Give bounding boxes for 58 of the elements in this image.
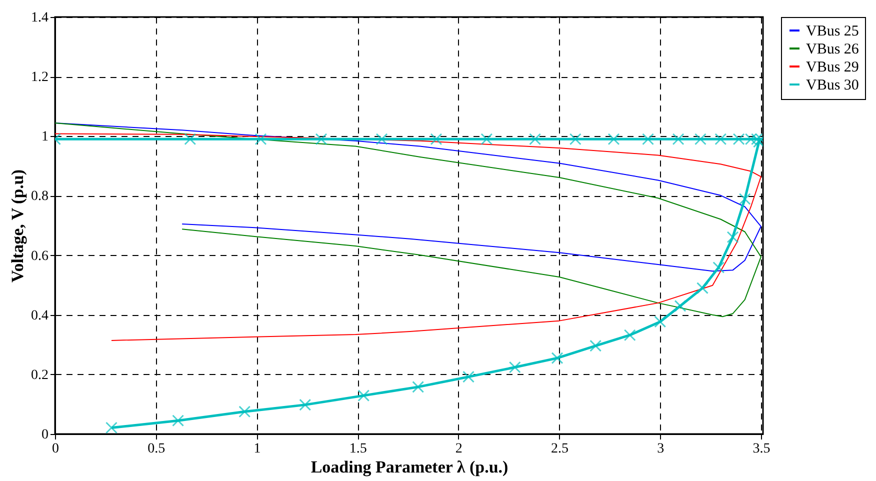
- point: [551, 352, 564, 364]
- point: [315, 133, 328, 146]
- point: [714, 133, 727, 146]
- point: [726, 231, 739, 244]
- x-tick-label: 2: [455, 442, 462, 456]
- y-tick-label: 0: [42, 428, 48, 442]
- x-tick-label: 1.5: [349, 442, 367, 456]
- y-tick-label: 1: [42, 130, 48, 145]
- point: [732, 133, 745, 146]
- point: [430, 133, 442, 146]
- point: [654, 316, 666, 328]
- legend-label: VBus 30: [806, 78, 859, 94]
- point: [696, 282, 708, 294]
- x-axis-title: Loading Parameter λ (p.u.): [310, 458, 508, 476]
- y-tick-label: 0.8: [31, 189, 48, 204]
- line-series: [55, 122, 762, 272]
- x-tick-label: 3.5: [752, 442, 770, 456]
- point: [172, 414, 184, 427]
- point: [412, 380, 424, 393]
- legend-label: VBus 26: [806, 42, 860, 58]
- point: [105, 422, 118, 434]
- y-tick-label: 1.2: [31, 70, 48, 86]
- legend-label: VBus 25: [806, 24, 859, 40]
- point: [624, 329, 636, 342]
- line-series: [55, 133, 762, 341]
- y-tick-label: 0.2: [31, 368, 48, 383]
- point: [299, 398, 312, 411]
- legend-label: VBus 29: [806, 60, 859, 76]
- point: [744, 133, 757, 146]
- point: [694, 133, 706, 146]
- x-tick-label: 3: [657, 442, 664, 456]
- line-series: [55, 122, 762, 318]
- point: [376, 133, 388, 146]
- x-tick-label: 0: [52, 442, 59, 456]
- point: [750, 133, 763, 146]
- y-tick-label: 0.6: [31, 248, 48, 264]
- point: [712, 262, 725, 274]
- point: [508, 361, 521, 374]
- point: [738, 192, 751, 205]
- point: [608, 133, 620, 146]
- point: [569, 133, 582, 146]
- point: [529, 133, 542, 146]
- point: [642, 133, 654, 146]
- point: [590, 340, 602, 352]
- point: [358, 390, 370, 402]
- point: [674, 300, 686, 312]
- point: [184, 133, 196, 146]
- point: [480, 133, 493, 146]
- point: [238, 406, 251, 418]
- x-tick-label: 1: [254, 442, 261, 456]
- y-tick-label: 1.4: [31, 10, 48, 26]
- x-tick-label: 0.5: [148, 442, 166, 456]
- y-axis-title: Voltage, V (p.u): [8, 169, 27, 283]
- point: [672, 133, 684, 146]
- x-tick-label: 2.5: [551, 442, 569, 456]
- point: [462, 370, 474, 383]
- point: [254, 133, 267, 146]
- y-tick-label: 0.4: [31, 308, 48, 324]
